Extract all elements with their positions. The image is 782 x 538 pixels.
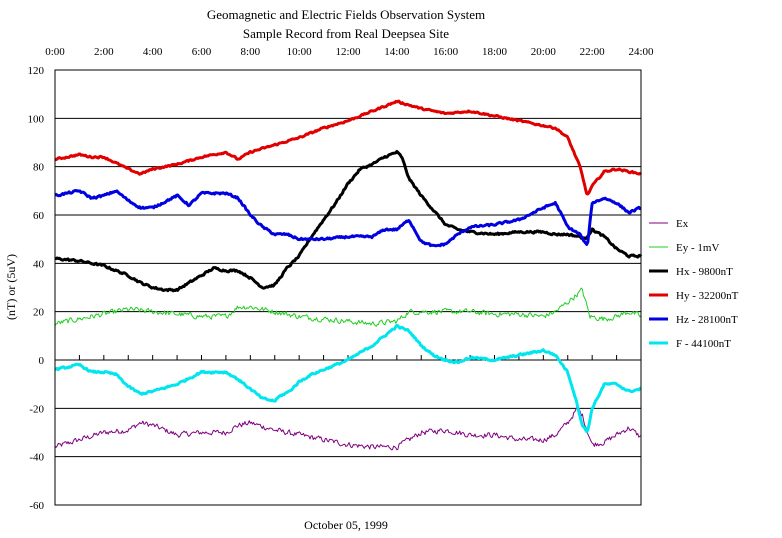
y-tick-label: 100 — [28, 113, 45, 125]
y-tick-label: 120 — [28, 65, 45, 77]
x-tick-label: 14:00 — [384, 46, 410, 58]
y-tick-label: -20 — [29, 403, 44, 415]
x-tick-label: 16:00 — [433, 46, 459, 58]
x-tick-label: 6:00 — [192, 46, 212, 58]
series-lines — [54, 99, 643, 451]
series-line-2 — [54, 150, 643, 293]
x-tick-label: 12:00 — [335, 46, 361, 58]
x-tick-label: 24:00 — [628, 46, 654, 58]
legend: Ex Ey - 1mV Hx - 9800nT Hy - 32200nT Hz - 28… — [649, 218, 739, 350]
legend-label: Ey - 1mV — [676, 242, 719, 254]
x-tick-label: 0:00 — [45, 46, 65, 58]
legend-label: Ex — [676, 218, 689, 230]
x-tick-label: 2:00 — [94, 46, 114, 58]
y-tick-label: -40 — [29, 452, 44, 464]
x-tick-label: 20:00 — [531, 46, 557, 58]
y-tick-label: -60 — [29, 500, 44, 512]
chart-title: Geomagnetic and Electric Fields Observat… — [207, 7, 485, 22]
legend-label: Hz - 28100nT — [676, 314, 738, 326]
y-tick-label: 40 — [33, 258, 45, 270]
legend-label: F - 44100nT — [676, 338, 731, 350]
y-tick-label: 20 — [33, 307, 45, 319]
series-line-3 — [54, 99, 642, 196]
chart-subtitle: Sample Record from Real Deepsea Site — [243, 26, 449, 41]
x-tick-label: 4:00 — [143, 46, 163, 58]
y-axis-label: (nT) or (5uV) — [4, 254, 18, 320]
x-tick-label: 8:00 — [241, 46, 261, 58]
series-line-0 — [54, 406, 642, 451]
legend-label: Hx - 9800nT — [676, 266, 733, 278]
y-tick-label: 0 — [39, 355, 45, 367]
y-tick-label: 60 — [33, 210, 45, 222]
y-tick-label: 80 — [33, 162, 45, 174]
series-line-1 — [54, 287, 642, 327]
gridlines — [55, 117, 641, 458]
x-axis-label: October 05, 1999 — [304, 518, 388, 532]
series-line-5 — [54, 323, 642, 434]
legend-label: Hy - 32200nT — [676, 290, 739, 302]
x-tick-label: 18:00 — [482, 46, 508, 58]
series-line-4 — [54, 188, 642, 248]
x-tick-label: 22:00 — [580, 46, 606, 58]
plot-area — [54, 69, 642, 506]
y-tick-labels: -60 -40 -20 0 20 40 60 80 100 120 — [28, 65, 45, 512]
x-tick-label: 10:00 — [287, 46, 313, 58]
x-tick-labels: 0:00 2:00 4:00 6:00 8:00 10:00 12:00 14:00 16:00… — [45, 46, 654, 58]
